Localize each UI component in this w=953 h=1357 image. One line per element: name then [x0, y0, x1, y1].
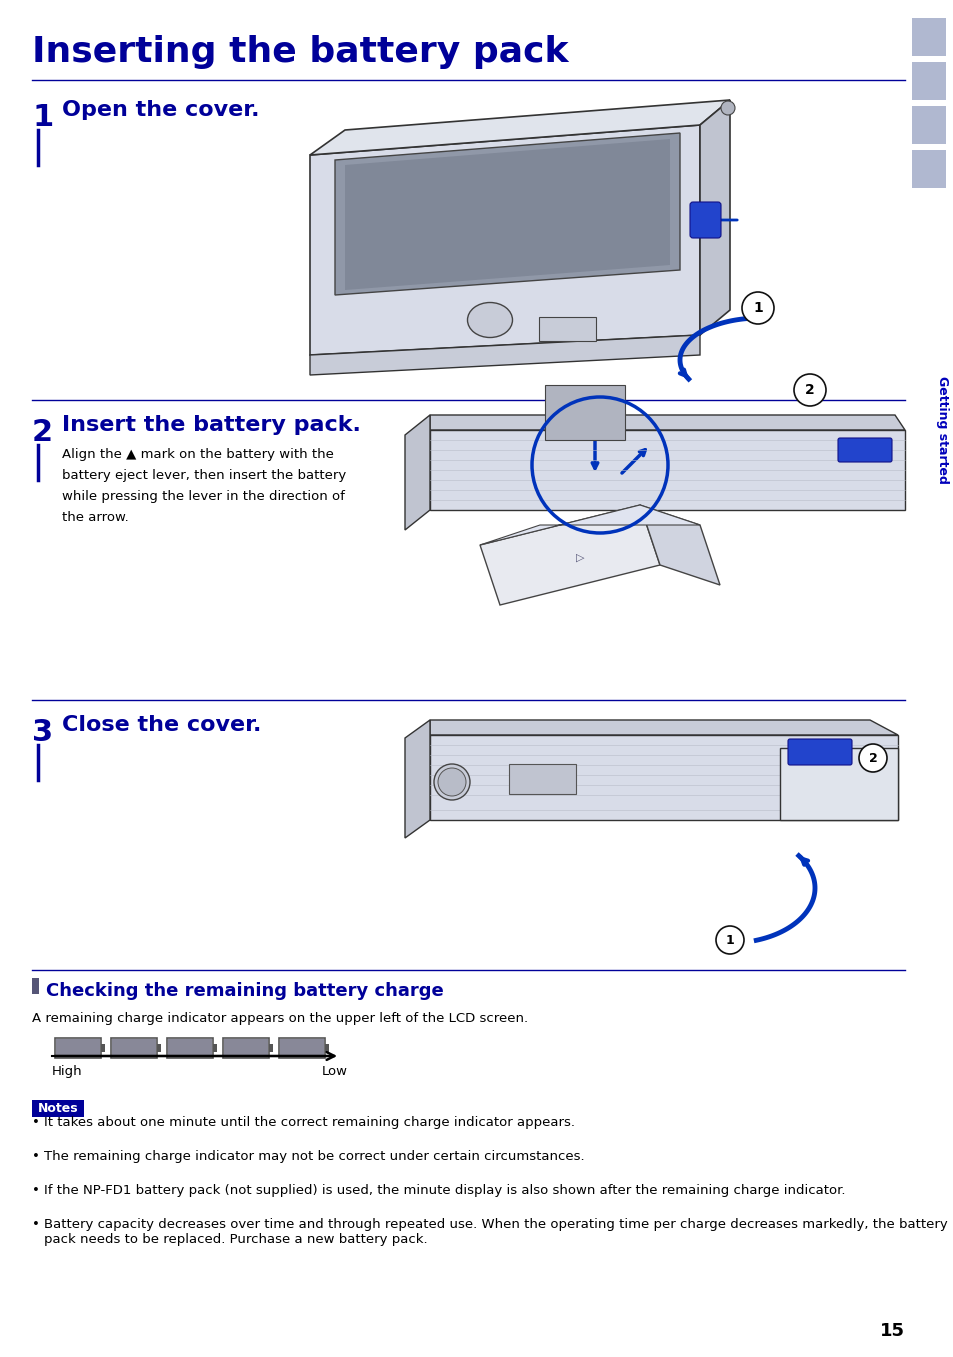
- Polygon shape: [310, 125, 700, 356]
- Text: Low: Low: [322, 1065, 348, 1077]
- Polygon shape: [335, 133, 679, 294]
- Polygon shape: [430, 721, 897, 735]
- Text: 2: 2: [32, 418, 53, 446]
- FancyBboxPatch shape: [911, 106, 945, 144]
- Polygon shape: [345, 138, 669, 290]
- FancyBboxPatch shape: [544, 385, 624, 440]
- Polygon shape: [430, 735, 897, 820]
- FancyBboxPatch shape: [112, 1039, 156, 1057]
- Text: It takes about one minute until the correct remaining charge indicator appears.: It takes about one minute until the corr…: [44, 1115, 575, 1129]
- Ellipse shape: [437, 768, 465, 797]
- Text: Battery capacity decreases over time and through repeated use. When the operatin: Battery capacity decreases over time and…: [44, 1219, 946, 1246]
- Polygon shape: [405, 415, 430, 531]
- FancyBboxPatch shape: [213, 1044, 216, 1052]
- Text: •: •: [32, 1219, 40, 1231]
- Text: •: •: [32, 1149, 40, 1163]
- Ellipse shape: [434, 764, 470, 801]
- FancyBboxPatch shape: [56, 1039, 100, 1057]
- FancyBboxPatch shape: [787, 740, 851, 765]
- FancyBboxPatch shape: [689, 202, 720, 237]
- Text: 1: 1: [725, 934, 734, 946]
- Polygon shape: [310, 335, 700, 375]
- Text: Checking the remaining battery charge: Checking the remaining battery charge: [46, 982, 443, 1000]
- FancyBboxPatch shape: [538, 318, 596, 341]
- FancyBboxPatch shape: [32, 1101, 84, 1117]
- FancyBboxPatch shape: [278, 1038, 325, 1058]
- Text: If the NP-FD1 battery pack (not supplied) is used, the minute display is also sh: If the NP-FD1 battery pack (not supplied…: [44, 1185, 844, 1197]
- Text: •: •: [32, 1115, 40, 1129]
- FancyBboxPatch shape: [911, 18, 945, 56]
- Circle shape: [716, 925, 743, 954]
- Polygon shape: [479, 505, 659, 605]
- FancyBboxPatch shape: [269, 1044, 273, 1052]
- Text: ▷: ▷: [576, 554, 583, 563]
- Text: 1: 1: [32, 103, 53, 132]
- Text: 1: 1: [752, 301, 762, 315]
- FancyBboxPatch shape: [280, 1039, 324, 1057]
- Circle shape: [858, 744, 886, 772]
- Polygon shape: [430, 430, 904, 510]
- Circle shape: [793, 375, 825, 406]
- Text: Open the cover.: Open the cover.: [62, 100, 259, 119]
- FancyBboxPatch shape: [32, 978, 39, 993]
- FancyBboxPatch shape: [111, 1038, 157, 1058]
- Text: 2: 2: [868, 752, 877, 764]
- Text: Inserting the battery pack: Inserting the battery pack: [32, 35, 568, 69]
- Polygon shape: [700, 100, 729, 335]
- Polygon shape: [639, 505, 720, 585]
- FancyBboxPatch shape: [509, 764, 576, 794]
- Circle shape: [741, 292, 773, 324]
- Polygon shape: [479, 505, 700, 546]
- FancyBboxPatch shape: [911, 151, 945, 189]
- FancyBboxPatch shape: [325, 1044, 329, 1052]
- Polygon shape: [405, 721, 430, 839]
- Text: A remaining charge indicator appears on the upper left of the LCD screen.: A remaining charge indicator appears on …: [32, 1012, 528, 1025]
- Polygon shape: [310, 100, 729, 155]
- FancyBboxPatch shape: [167, 1038, 213, 1058]
- FancyBboxPatch shape: [101, 1044, 105, 1052]
- Ellipse shape: [720, 100, 734, 115]
- Text: Notes: Notes: [38, 1102, 78, 1114]
- Text: •: •: [32, 1185, 40, 1197]
- FancyBboxPatch shape: [224, 1039, 268, 1057]
- Text: High: High: [52, 1065, 83, 1077]
- Text: 15: 15: [879, 1322, 904, 1339]
- Text: Align the ▲ mark on the battery with the
battery eject lever, then insert the ba: Align the ▲ mark on the battery with the…: [62, 448, 346, 524]
- Text: Close the cover.: Close the cover.: [62, 715, 261, 735]
- Ellipse shape: [467, 303, 512, 338]
- Text: 3: 3: [32, 718, 53, 746]
- Text: 2: 2: [804, 383, 814, 398]
- Polygon shape: [430, 415, 904, 430]
- FancyBboxPatch shape: [223, 1038, 269, 1058]
- Text: Insert the battery pack.: Insert the battery pack.: [62, 415, 360, 436]
- FancyBboxPatch shape: [157, 1044, 161, 1052]
- Polygon shape: [780, 748, 897, 820]
- FancyBboxPatch shape: [55, 1038, 101, 1058]
- FancyBboxPatch shape: [911, 62, 945, 100]
- FancyBboxPatch shape: [168, 1039, 212, 1057]
- FancyBboxPatch shape: [837, 438, 891, 461]
- Text: Getting started: Getting started: [936, 376, 948, 484]
- Text: The remaining charge indicator may not be correct under certain circumstances.: The remaining charge indicator may not b…: [44, 1149, 584, 1163]
